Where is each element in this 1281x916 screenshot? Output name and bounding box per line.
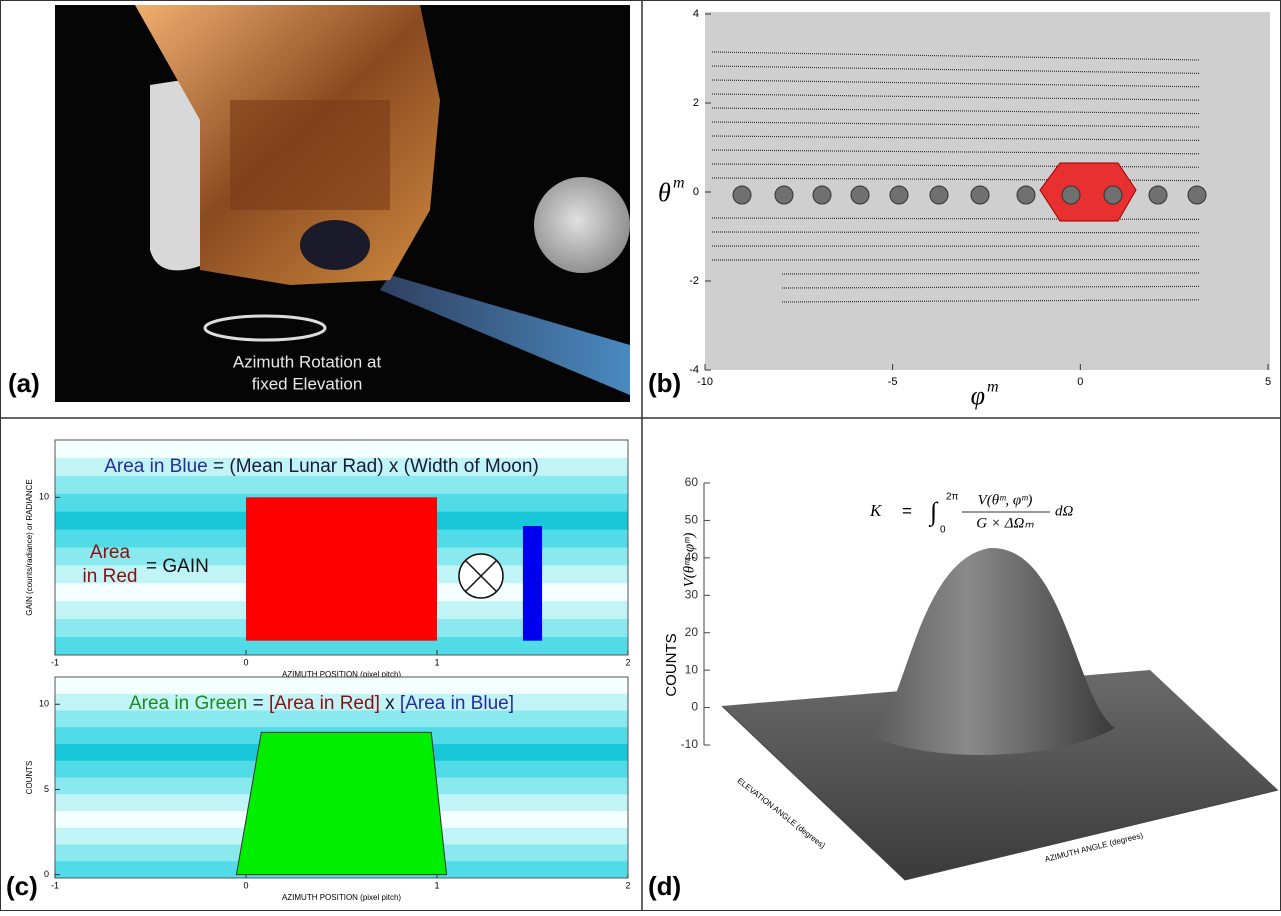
panel-label: (d) — [648, 871, 681, 901]
x-tick-label: -1 — [51, 657, 59, 667]
y-tick-label: 10 — [39, 492, 49, 502]
y-axis-label: θ — [658, 178, 671, 207]
eq: K — [869, 501, 883, 520]
x-tick-label: 0 — [243, 657, 248, 667]
moon-position — [1062, 186, 1080, 204]
figure: Azimuth Rotation at fixed Elevation (a) … — [0, 0, 1281, 911]
title-part: Area in Green — [129, 693, 247, 714]
y-tick-label: 0 — [693, 186, 699, 198]
y-tick-label: -4 — [689, 364, 699, 376]
y-axis-label: GAIN (counts/radiance) or RADIANCE — [25, 479, 34, 616]
y-tick-label: 10 — [39, 699, 49, 709]
moon-position — [851, 186, 869, 204]
z-tick-label: 20 — [685, 625, 699, 639]
x-axis-label-sup: m — [987, 379, 999, 396]
band — [55, 476, 628, 494]
x-tick-label: 2 — [625, 880, 630, 890]
satellite-body — [230, 100, 390, 210]
z-axis-formula: V(θᵐ, φᵐ) — [681, 533, 697, 588]
eq: 2π — [946, 492, 959, 503]
moon-position — [1149, 186, 1167, 204]
eq: V(θᵐ, φᵐ) — [978, 492, 1033, 508]
moon-position — [733, 186, 751, 204]
x-tick-label: 0 — [1077, 376, 1083, 388]
band — [55, 677, 628, 694]
x-tick-label: 2 — [625, 657, 630, 667]
panel-label: (c) — [6, 871, 38, 901]
x-tick-label: 1 — [434, 657, 439, 667]
y-tick-label: -2 — [689, 275, 699, 287]
y-axis-label-sup: m — [673, 175, 685, 192]
x-tick-label: 5 — [1265, 376, 1271, 388]
moon-position — [971, 186, 989, 204]
x-axis-label: φ — [971, 381, 985, 410]
z-tick-label: 30 — [685, 587, 699, 601]
moon — [534, 177, 630, 273]
red-box — [246, 497, 437, 640]
x-tick-label: 0 — [243, 880, 248, 890]
panel-label: (b) — [648, 368, 681, 398]
eq: 0 — [940, 525, 946, 536]
title-part: Area in Blue — [104, 456, 208, 477]
x-tick-label: -1 — [51, 880, 59, 890]
z-tick-label: 50 — [685, 513, 699, 527]
plot-title: Area in Green = [Area in Red] x [Area in… — [129, 693, 514, 714]
panel-label: (a) — [8, 368, 40, 398]
moon-position — [1017, 186, 1035, 204]
x-tick-label: 1 — [434, 880, 439, 890]
green-shape — [236, 732, 446, 874]
telescope — [300, 220, 370, 270]
y-tick-label: 0 — [44, 869, 49, 879]
gain-label: = GAIN — [146, 556, 209, 577]
x-tick-label: -5 — [888, 376, 898, 388]
z-tick-label: 60 — [685, 475, 699, 489]
z-tick-label: 0 — [691, 700, 698, 714]
title-part: [Area in Red] — [269, 693, 380, 714]
z-tick-label: -10 — [681, 737, 699, 751]
title-part: [Area in Blue] — [400, 693, 514, 714]
title-part: = — [247, 693, 269, 714]
z-axis-label: COUNTS — [663, 633, 680, 696]
title-part: = (Mean Lunar Rad) x (Width of Moon) — [208, 456, 539, 477]
red-label: Area — [90, 542, 131, 563]
eq: = — [902, 501, 912, 520]
blue-box — [523, 526, 542, 641]
x-tick-label: -10 — [697, 376, 713, 388]
z-tick-label: 10 — [685, 662, 699, 676]
moon-position — [1188, 186, 1206, 204]
x-axis-label: AZIMUTH POSITION (pixel pitch) — [282, 893, 401, 902]
moon-position — [890, 186, 908, 204]
y-tick-label: 5 — [44, 784, 49, 794]
eq: dΩ — [1055, 503, 1074, 519]
moon-position — [813, 186, 831, 204]
plot-title: Area in Blue = (Mean Lunar Rad) x (Width… — [104, 456, 539, 477]
panel-a: Azimuth Rotation at fixed Elevation (a) — [8, 5, 630, 402]
eq: G × ΔΩₘ — [976, 515, 1034, 531]
caption: fixed Elevation — [252, 374, 363, 393]
red-label: in Red — [83, 566, 138, 587]
moon-position — [775, 186, 793, 204]
y-tick-label: 4 — [693, 8, 699, 20]
moon-position — [930, 186, 948, 204]
y-tick-label: 2 — [693, 97, 699, 109]
title-part: x — [380, 693, 400, 714]
caption: Azimuth Rotation at — [233, 352, 382, 371]
moon-position — [1104, 186, 1122, 204]
y-axis-label: COUNTS — [25, 761, 34, 795]
